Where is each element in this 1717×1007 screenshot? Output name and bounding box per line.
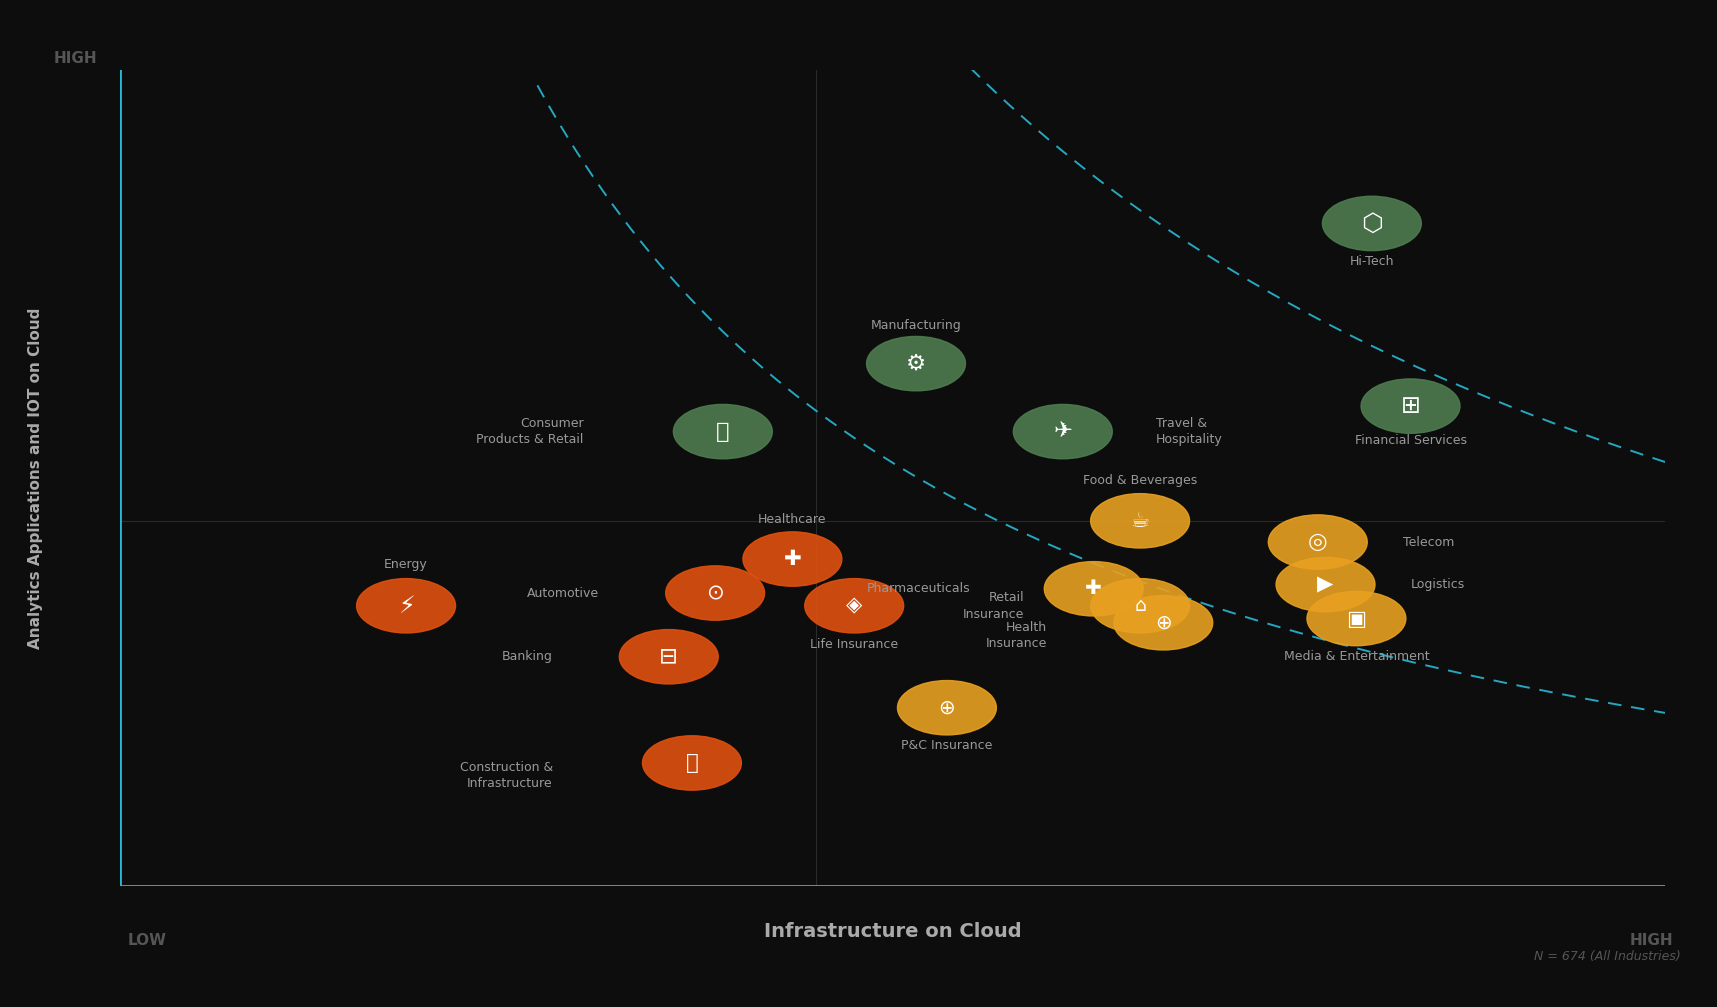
Text: ▣: ▣ xyxy=(1346,608,1367,628)
Text: Construction &
Infrastructure: Construction & Infrastructure xyxy=(460,761,553,790)
Text: HIGH: HIGH xyxy=(1629,932,1674,948)
Text: ⊞: ⊞ xyxy=(1401,394,1420,418)
Text: P&C Insurance: P&C Insurance xyxy=(901,739,992,752)
Text: Telecom: Telecom xyxy=(1403,536,1454,549)
Text: Infrastructure on Cloud: Infrastructure on Cloud xyxy=(764,921,1022,941)
Circle shape xyxy=(1090,493,1190,548)
Text: ⚙: ⚙ xyxy=(907,353,925,374)
Circle shape xyxy=(620,629,718,684)
Circle shape xyxy=(1090,579,1190,633)
Circle shape xyxy=(1362,379,1459,433)
Text: Healthcare: Healthcare xyxy=(759,513,826,526)
Text: ⌂: ⌂ xyxy=(1135,596,1145,615)
Text: ▶: ▶ xyxy=(1317,575,1334,594)
Text: ✚: ✚ xyxy=(783,549,802,569)
Text: ⊕: ⊕ xyxy=(1156,613,1171,632)
Text: ⊟: ⊟ xyxy=(659,646,678,667)
Text: ✚: ✚ xyxy=(1085,579,1102,598)
Text: ✈: ✈ xyxy=(1054,422,1071,442)
Circle shape xyxy=(357,579,455,633)
Text: N = 674 (All Industries): N = 674 (All Industries) xyxy=(1535,950,1681,963)
Text: ⛟: ⛟ xyxy=(716,422,730,442)
Text: Analytics Applications and IOT on Cloud: Analytics Applications and IOT on Cloud xyxy=(27,307,43,650)
Text: Travel &
Hospitality: Travel & Hospitality xyxy=(1156,417,1223,446)
Circle shape xyxy=(867,336,965,391)
Circle shape xyxy=(743,532,841,586)
Text: ⊙: ⊙ xyxy=(706,583,725,603)
Circle shape xyxy=(898,681,996,735)
Text: Health
Insurance: Health Insurance xyxy=(986,620,1047,651)
Text: Manufacturing: Manufacturing xyxy=(871,319,962,332)
Text: Energy: Energy xyxy=(385,559,428,572)
Circle shape xyxy=(1322,196,1422,251)
Circle shape xyxy=(673,405,773,459)
Text: ⚡: ⚡ xyxy=(398,594,414,617)
Text: ◎: ◎ xyxy=(1308,532,1327,552)
Text: Pharmaceuticals: Pharmaceuticals xyxy=(867,582,970,595)
Text: Media & Entertainment: Media & Entertainment xyxy=(1284,651,1429,664)
Text: ☕: ☕ xyxy=(1130,511,1150,531)
Text: ⬡: ⬡ xyxy=(1362,211,1382,236)
Text: ⛏: ⛏ xyxy=(685,753,699,773)
Circle shape xyxy=(1307,591,1406,645)
Circle shape xyxy=(805,579,903,633)
Text: LOW: LOW xyxy=(129,932,167,948)
Text: ◈: ◈ xyxy=(846,596,862,615)
Circle shape xyxy=(1044,562,1144,616)
Text: ⊕: ⊕ xyxy=(939,698,955,717)
Circle shape xyxy=(1114,595,1212,650)
Text: Banking: Banking xyxy=(501,651,553,664)
Circle shape xyxy=(1013,405,1113,459)
Text: Consumer
Products & Retail: Consumer Products & Retail xyxy=(476,417,584,446)
Circle shape xyxy=(1269,515,1367,569)
Circle shape xyxy=(666,566,764,620)
Text: Automotive: Automotive xyxy=(527,586,599,599)
Text: HIGH: HIGH xyxy=(53,51,96,66)
Text: Logistics: Logistics xyxy=(1411,578,1465,591)
Text: Food & Beverages: Food & Beverages xyxy=(1083,473,1197,486)
Text: Retail
Insurance: Retail Insurance xyxy=(963,591,1023,620)
Text: Hi-Tech: Hi-Tech xyxy=(1350,255,1394,268)
Text: Life Insurance: Life Insurance xyxy=(810,637,898,651)
Circle shape xyxy=(1276,557,1375,611)
Circle shape xyxy=(642,736,742,790)
Text: Financial Services: Financial Services xyxy=(1355,434,1466,446)
